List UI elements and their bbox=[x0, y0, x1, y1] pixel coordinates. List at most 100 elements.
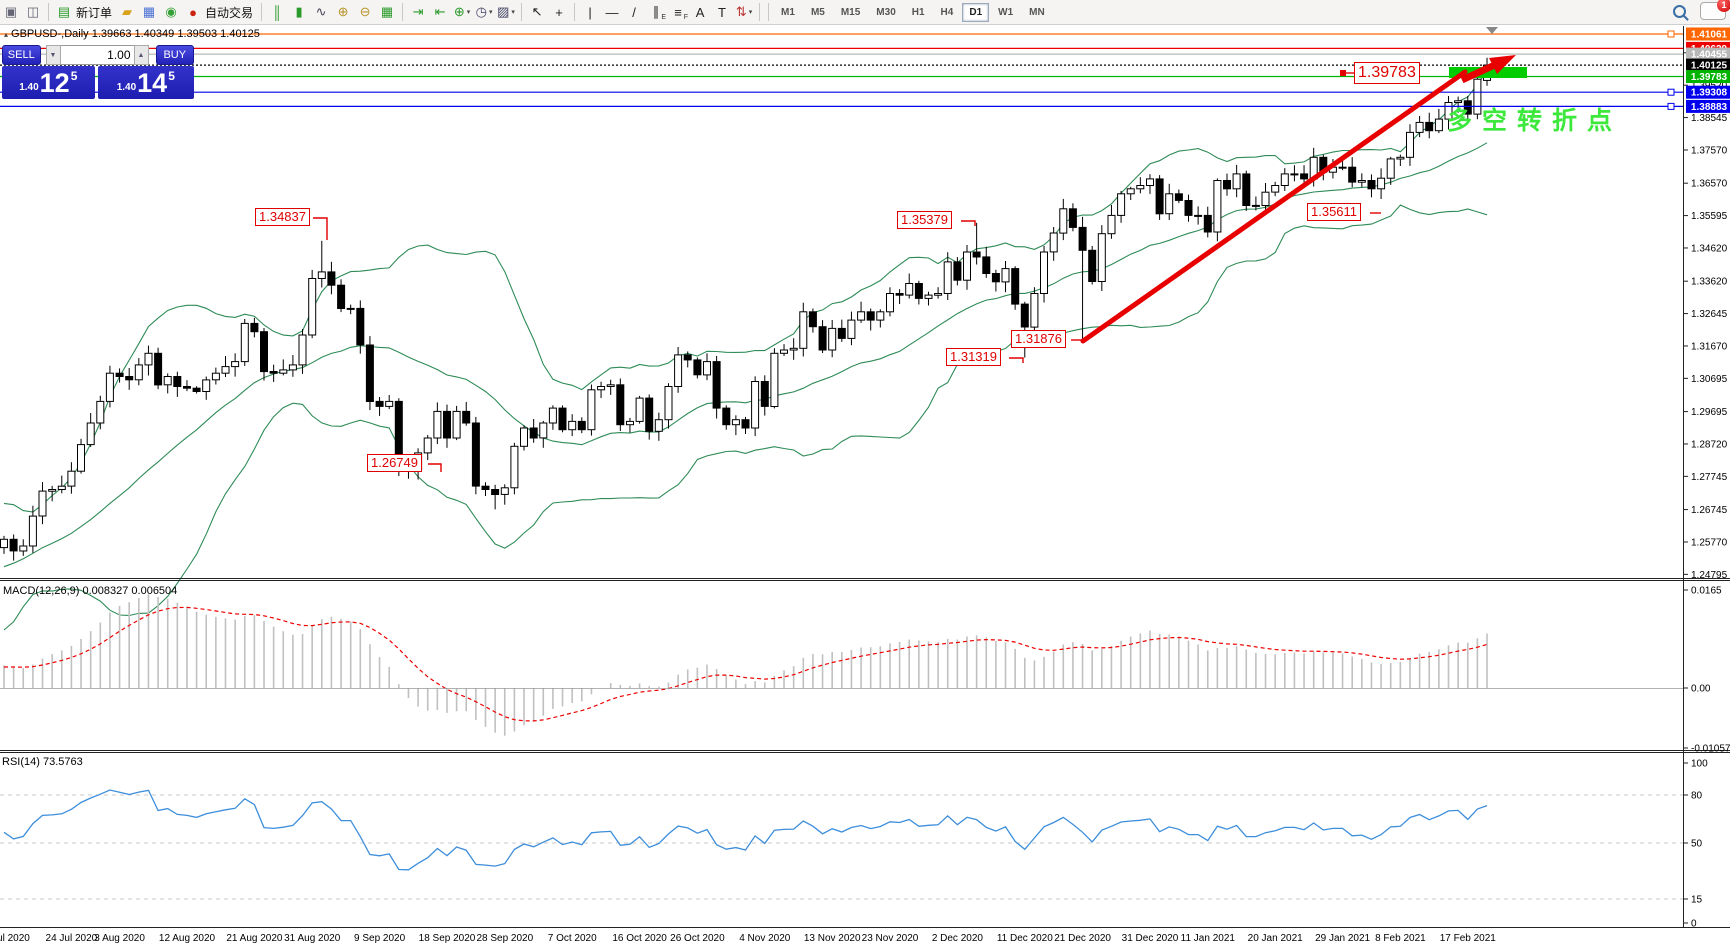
indicators-menu[interactable]: ⊕ ▾ bbox=[453, 4, 471, 19]
date-axis-label[interactable]: 28 Sep 2020 bbox=[476, 933, 533, 944]
line-handle[interactable] bbox=[1667, 88, 1675, 96]
text-icon[interactable]: A bbox=[695, 4, 705, 20]
zoom-out-icon[interactable]: ⊖ bbox=[359, 4, 371, 19]
date-axis-label[interactable]: 13 Nov 2020 bbox=[804, 933, 861, 944]
bar-chart-type-icon[interactable]: ║ bbox=[272, 4, 282, 20]
price-chip-label: 1.38883 bbox=[1691, 102, 1728, 113]
candlestick bbox=[1396, 156, 1405, 160]
up-arrow-icon[interactable] bbox=[1460, 59, 1501, 84]
breakout-highlight-zone[interactable] bbox=[1449, 67, 1527, 78]
date-axis-label[interactable]: 12 Aug 2020 bbox=[159, 933, 216, 944]
candlestick-type-icon[interactable]: ▮ bbox=[295, 4, 303, 19]
buy-button[interactable]: BUY bbox=[155, 45, 194, 65]
date-axis-label[interactable]: 26 Oct 2020 bbox=[670, 933, 725, 944]
timeframe-button-w1[interactable]: W1 bbox=[998, 6, 1014, 18]
search-icon[interactable] bbox=[1673, 4, 1686, 18]
volume-increase-button[interactable]: ▲ bbox=[133, 45, 149, 65]
date-axis-label[interactable]: 2 Dec 2020 bbox=[932, 933, 984, 944]
date-axis-label[interactable]: 17 Feb 2021 bbox=[1440, 933, 1497, 944]
text-label-icon[interactable]: T bbox=[718, 4, 726, 20]
candlestick bbox=[144, 352, 153, 366]
date-axis-label[interactable]: 23 Nov 2020 bbox=[862, 933, 919, 944]
date-axis-label[interactable]: 31 Dec 2020 bbox=[1122, 933, 1179, 944]
tile-windows-icon[interactable]: ▦ bbox=[380, 4, 394, 19]
price-annotation-1.31319[interactable]: 1.31319 bbox=[946, 348, 1001, 367]
date-axis-label[interactable]: 9 Sep 2020 bbox=[354, 933, 406, 944]
candlestick bbox=[1030, 293, 1039, 328]
date-axis-label[interactable]: 24 Jul 2020 bbox=[46, 933, 98, 944]
date-axis-label[interactable]: 29 Jan 2021 bbox=[1315, 933, 1370, 944]
line-chart-type-icon[interactable]: ∿ bbox=[315, 4, 327, 19]
date-axis-label[interactable]: 16 Oct 2020 bbox=[612, 933, 667, 944]
crosshair-icon[interactable]: + bbox=[555, 4, 563, 20]
timeframe-button-m5[interactable]: M5 bbox=[810, 6, 825, 18]
new-order-button[interactable]: ▤ bbox=[57, 4, 71, 19]
date-axis-label[interactable]: 7 Oct 2020 bbox=[548, 933, 597, 944]
autotrading-button[interactable]: ● bbox=[189, 4, 197, 20]
history-center-icon[interactable]: ▰ bbox=[122, 4, 133, 19]
date-axis-label[interactable]: 3 Aug 2020 bbox=[94, 933, 145, 944]
date-axis-label[interactable]: 20 Jan 2021 bbox=[1248, 933, 1303, 944]
periods-menu[interactable]: ◷ ▾ bbox=[475, 4, 493, 19]
date-axis-label[interactable]: 21 Aug 2020 bbox=[226, 933, 283, 944]
new-order-button-label[interactable]: 新订单 bbox=[76, 5, 113, 20]
date-axis-label[interactable]: 21 Dec 2020 bbox=[1054, 933, 1111, 944]
zoom-window-icon[interactable]: ◫ bbox=[26, 4, 40, 19]
price-annotation-1.31876[interactable]: 1.31876 bbox=[1011, 330, 1066, 349]
price-annotation-1.34837[interactable]: 1.34837 bbox=[255, 208, 310, 227]
line-handle[interactable] bbox=[1667, 30, 1675, 38]
turning-point-annotation[interactable]: 多空转折点 bbox=[1447, 107, 1623, 135]
timeframe-button-h4[interactable]: H4 bbox=[940, 6, 954, 18]
timeframe-button-m1[interactable]: M1 bbox=[781, 6, 795, 18]
object-anchor-icon[interactable] bbox=[1486, 27, 1498, 34]
zoom-in-icon[interactable]: ⊕ bbox=[337, 4, 349, 19]
candlestick bbox=[327, 271, 336, 286]
price-annotation-1.35611[interactable]: 1.35611 bbox=[1307, 203, 1362, 222]
chart-window-icon[interactable]: ▣ bbox=[4, 4, 18, 19]
date-axis-label[interactable]: 11 Jan 2021 bbox=[1181, 933, 1236, 944]
date-axis-label[interactable]: 4 Nov 2020 bbox=[739, 933, 791, 944]
candlestick bbox=[1415, 121, 1424, 133]
uptrend-line[interactable] bbox=[1080, 69, 1468, 344]
price-annotation-1.26749[interactable]: 1.26749 bbox=[367, 454, 422, 473]
collapse-arrow-icon[interactable]: ▴ bbox=[4, 30, 9, 39]
date-axis-label[interactable]: 31 Aug 2020 bbox=[284, 933, 341, 944]
chart-shift-icon[interactable]: ⇤ bbox=[434, 4, 446, 19]
date-axis-label[interactable]: 11 Dec 2020 bbox=[997, 933, 1053, 944]
auto-scroll-icon[interactable]: ⇥ bbox=[412, 4, 424, 19]
arrows-shapes-menu[interactable]: ⇅ ▾ bbox=[735, 4, 753, 19]
notifications-bubble-icon[interactable]: 1 bbox=[1700, 0, 1730, 20]
templates-menu[interactable]: ▨ ▾ bbox=[497, 4, 515, 19]
equidistant-channel-icon[interactable]: ∥ E bbox=[652, 4, 667, 21]
candlestick bbox=[924, 294, 933, 299]
timeframe-button-mn[interactable]: MN bbox=[1029, 6, 1045, 18]
buy-price-panel[interactable]: 1.40 14 5 bbox=[97, 66, 194, 99]
sell-button[interactable]: SELL bbox=[2, 45, 41, 65]
timeframe-button-m15[interactable]: M15 bbox=[840, 6, 861, 18]
candlestick bbox=[1261, 191, 1270, 206]
fibonacci-icon[interactable]: ≡ F bbox=[674, 4, 689, 22]
date-axis-label[interactable]: 15 Jul 2020 bbox=[0, 933, 30, 944]
cursor-icon[interactable]: ↖ bbox=[531, 4, 543, 19]
timeframe-button-h1[interactable]: H1 bbox=[911, 6, 925, 18]
trendline-icon[interactable]: / bbox=[632, 4, 636, 20]
volume-decrease-button[interactable]: ▼ bbox=[45, 45, 61, 65]
signals-icon[interactable]: ◉ bbox=[165, 4, 177, 19]
timeframe-button-d1[interactable]: D1 bbox=[962, 2, 990, 22]
sell-price-panel[interactable]: 1.40 12 5 bbox=[2, 66, 95, 99]
volume-input[interactable] bbox=[60, 45, 134, 65]
line-handle[interactable] bbox=[1667, 102, 1675, 110]
timeframe-button-m30[interactable]: M30 bbox=[876, 6, 896, 18]
candlestick bbox=[1184, 200, 1193, 216]
candlestick bbox=[471, 422, 480, 487]
date-axis-label[interactable]: 8 Feb 2021 bbox=[1375, 933, 1426, 944]
price-annotation-1.39783[interactable]: 1.39783 bbox=[1354, 62, 1420, 84]
horizontal-line-icon[interactable]: — bbox=[605, 4, 619, 20]
price-annotation-1.35379[interactable]: 1.35379 bbox=[897, 211, 952, 230]
autotrading-button-label[interactable]: 自动交易 bbox=[205, 5, 254, 20]
candlestick bbox=[1020, 303, 1029, 328]
vertical-line-icon[interactable]: | bbox=[588, 4, 592, 20]
date-axis-label[interactable]: 18 Sep 2020 bbox=[419, 933, 476, 944]
metaeditor-icon[interactable]: ▦ bbox=[142, 4, 156, 19]
